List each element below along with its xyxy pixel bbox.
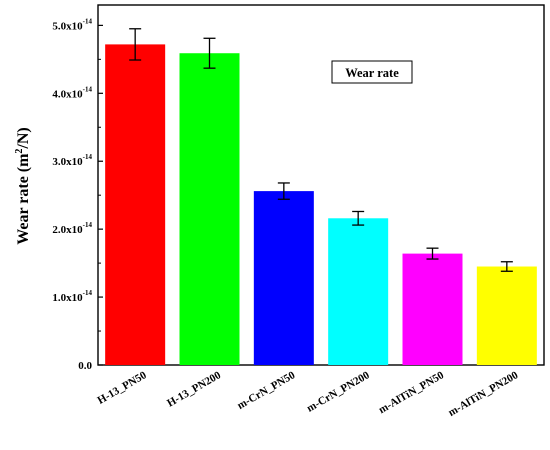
y-tick-label: 3.0x10-14 [52, 153, 92, 168]
y-tick-label: 0.0 [78, 360, 92, 372]
legend-text: Wear rate [345, 66, 399, 80]
category-label: m-AlTiN_PN50 [377, 369, 447, 416]
bar [402, 253, 463, 365]
bars [105, 28, 537, 366]
y-tick-label: 2.0x10-14 [52, 221, 92, 236]
y-axis-ticks: 0.0 1.0x10-14 2.0x10-14 3.0x10-14 4.0x10-14 5… [52, 17, 103, 372]
bar [328, 218, 389, 365]
bar [105, 44, 166, 365]
bar [476, 266, 537, 365]
y-axis-label-sup: 2 [14, 149, 25, 154]
category-label: H-13_PN200 [165, 369, 223, 410]
bar [179, 53, 240, 366]
y-tick-label: 5.0x10-14 [52, 17, 92, 32]
category-label: m-CrN_PN200 [305, 369, 372, 415]
category-label: m-CrN_PN50 [235, 369, 298, 412]
y-axis-label: Wear rate (m2/N) [14, 127, 32, 245]
y-axis-label-main: Wear rate (m [15, 153, 32, 245]
category-label: m-AlTiN_PN200 [446, 369, 521, 419]
legend-box: Wear rate [331, 60, 413, 84]
bar [253, 191, 314, 365]
y-axis-label-tail: /N) [15, 127, 32, 149]
y-tick-label: 4.0x10-14 [52, 85, 92, 100]
y-tick-label: 1.0x10-14 [52, 289, 92, 304]
category-label: H-13_PN50 [96, 369, 150, 407]
plot-frame [97, 4, 545, 366]
legend-frame [331, 60, 413, 84]
category-labels: H-13_PN50 H-13_PN200 m-CrN_PN50 m-CrN_PN200… [96, 369, 521, 419]
